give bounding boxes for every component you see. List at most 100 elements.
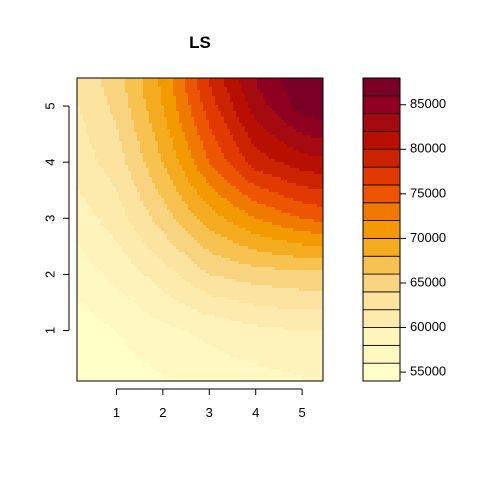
contour-cell: [314, 168, 318, 172]
contour-cell: [305, 222, 309, 226]
contour-cell: [260, 123, 264, 127]
contour-cell: [248, 123, 252, 127]
contour-cell: [113, 192, 117, 196]
contour-cell: [143, 183, 147, 187]
contour-cell: [254, 129, 258, 133]
contour-cell: [230, 204, 234, 208]
contour-cell: [146, 114, 150, 118]
contour-cell: [245, 153, 249, 157]
contour-cell: [80, 132, 84, 136]
contour-cell: [308, 153, 312, 157]
contour-cell: [122, 204, 126, 208]
contour-cell: [107, 93, 111, 97]
contour-cell: [296, 138, 300, 142]
contour-cell: [209, 165, 213, 169]
contour-cell: [113, 147, 117, 151]
contour-cell: [314, 87, 318, 91]
contour-cell: [227, 192, 231, 196]
contour-cell: [212, 156, 216, 160]
contour-cell: [98, 216, 102, 220]
contour-cell: [266, 162, 270, 166]
contour-cell: [272, 150, 276, 154]
contour-cell: [317, 129, 321, 133]
contour-cell: [287, 147, 291, 151]
contour-cell: [230, 195, 234, 199]
contour-cell: [89, 195, 93, 199]
contour-cell: [209, 192, 213, 196]
contour-cell: [287, 168, 291, 172]
contour-cell: [80, 189, 84, 193]
contour-cell: [164, 192, 168, 196]
contour-cell: [155, 153, 159, 157]
contour-cell: [113, 150, 117, 154]
contour-cell: [167, 249, 171, 253]
contour-cell: [236, 123, 240, 127]
contour-cell: [248, 156, 252, 160]
contour-cell: [176, 222, 180, 226]
contour-cell: [173, 180, 177, 184]
contour-cell: [257, 231, 261, 235]
contour-cell: [125, 207, 129, 211]
contour-cell: [170, 258, 174, 262]
contour-cell: [98, 141, 102, 145]
contour-cell: [206, 141, 210, 145]
contour-cell: [137, 102, 141, 106]
contour-cell: [161, 225, 165, 229]
contour-cell: [104, 105, 108, 109]
contour-cell: [83, 198, 87, 202]
contour-cell: [251, 90, 255, 94]
contour-cell: [230, 171, 234, 175]
contour-cell: [254, 246, 258, 250]
contour-cell: [281, 87, 285, 91]
contour-cell: [290, 156, 294, 160]
contour-cell: [134, 90, 138, 94]
contour-cell: [302, 144, 306, 148]
contour-cell: [278, 138, 282, 142]
contour-cell: [140, 123, 144, 127]
contour-cell: [191, 129, 195, 133]
contour-cell: [269, 153, 273, 157]
contour-cell: [242, 78, 246, 82]
contour-cell: [80, 156, 84, 160]
contour-cell: [98, 192, 102, 196]
contour-cell: [263, 201, 267, 205]
contour-cell: [134, 192, 138, 196]
contour-cell: [173, 195, 177, 199]
contour-cell: [320, 255, 324, 259]
contour-cell: [278, 204, 282, 208]
contour-cell: [293, 81, 297, 85]
contour-cell: [197, 171, 201, 175]
contour-cell: [134, 129, 138, 133]
contour-cell: [101, 234, 105, 238]
contour-cell: [311, 189, 315, 193]
contour-cell: [284, 162, 288, 166]
contour-cell: [98, 156, 102, 160]
contour-cell: [92, 78, 96, 82]
contour-cell: [239, 114, 243, 118]
contour-cell: [185, 240, 189, 244]
contour-cell: [239, 180, 243, 184]
contour-cell: [224, 171, 228, 175]
contour-cell: [236, 252, 240, 256]
contour-cell: [245, 198, 249, 202]
contour-cell: [269, 255, 273, 259]
contour-cell: [158, 162, 162, 166]
contour-cell: [146, 201, 150, 205]
contour-cell: [212, 228, 216, 232]
contour-cell: [290, 135, 294, 139]
contour-cell: [263, 141, 267, 145]
contour-cell: [257, 207, 261, 211]
contour-cell: [230, 138, 234, 142]
contour-cell: [308, 213, 312, 217]
contour-cell: [188, 249, 192, 253]
contour-cell: [260, 225, 264, 229]
contour-cell: [104, 78, 108, 82]
contour-cell: [296, 192, 300, 196]
contour-cell: [107, 159, 111, 163]
contour-cell: [206, 123, 210, 127]
contour-cell: [92, 237, 96, 241]
contour-cell: [155, 81, 159, 85]
contour-cell: [281, 252, 285, 256]
contour-cell: [188, 165, 192, 169]
contour-cell: [131, 147, 135, 151]
